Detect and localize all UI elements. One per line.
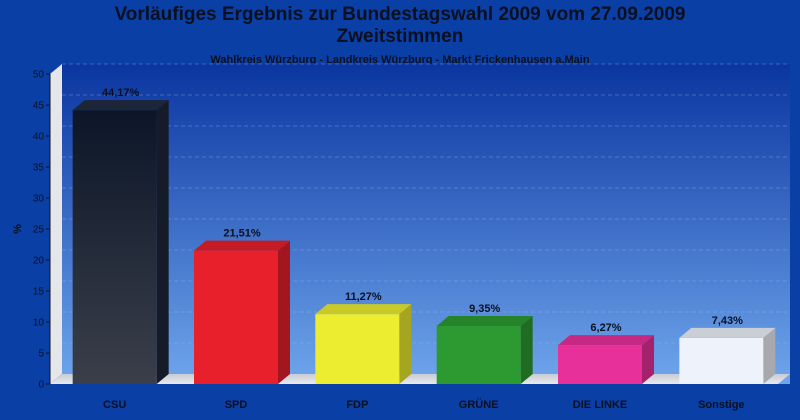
y-tick-label: 25 — [33, 225, 45, 236]
value-label-fdp: 11,27% — [345, 291, 382, 303]
bar-top-grüne — [436, 316, 533, 327]
y-axis-label: % — [12, 224, 24, 234]
value-label-grüne: 9,35% — [469, 303, 500, 315]
y-tick-label: 15 — [33, 287, 45, 298]
bar-side-grüne — [520, 316, 533, 384]
bar-side-csu — [156, 100, 169, 385]
chart-title-line1: Vorläufiges Ergebnis zur Bundestagswahl … — [114, 4, 686, 25]
y-tick-label: 50 — [33, 70, 45, 81]
bar-top-csu — [72, 100, 169, 111]
bar-top-sonstige — [679, 327, 776, 338]
y-tick-label: 10 — [33, 318, 45, 329]
value-label-spd: 21,51% — [223, 228, 261, 240]
value-label-sonstige: 7,43% — [712, 315, 743, 327]
category-label-grüne: GRÜNE — [459, 398, 499, 411]
plot-background — [62, 64, 790, 384]
y-tick-label: 35 — [33, 163, 45, 174]
bar-side-fdp — [399, 304, 412, 384]
bar-top-die-linke — [558, 335, 654, 346]
y-tick-label: 20 — [33, 256, 45, 267]
value-label-die-linke: 6,27% — [590, 322, 621, 334]
bar-side-sonstige — [763, 327, 776, 384]
category-label-sonstige: Sonstige — [698, 399, 744, 411]
chart-title: Vorläufiges Ergebnis zur Bundestagswahl … — [0, 4, 800, 48]
category-label-fdp: FDP — [346, 399, 368, 411]
category-label-spd: SPD — [225, 399, 248, 411]
y-tick-label: 0 — [38, 380, 44, 391]
bar-side-die-linke — [642, 335, 654, 384]
value-label-csu: 44,17% — [102, 87, 140, 99]
plot-left-wall — [50, 64, 62, 384]
category-label-die-linke: DIE LINKE — [573, 399, 627, 411]
y-tick-label: 45 — [33, 101, 45, 112]
bar-fdp[interactable] — [315, 314, 400, 384]
y-tick-label: 5 — [38, 349, 44, 360]
y-tick-label: 30 — [33, 194, 45, 205]
bar-top-spd — [194, 240, 290, 251]
bar-spd[interactable] — [194, 250, 278, 384]
bar-sonstige[interactable] — [679, 337, 764, 384]
bar-die-linke[interactable] — [558, 345, 642, 384]
chart-subtitle: Wahlkreis Würzburg - Landkreis Würzburg … — [210, 54, 590, 66]
bar-grüne[interactable] — [436, 326, 521, 384]
chart-title-line2: Zweitstimmen — [336, 26, 464, 47]
bar-side-spd — [278, 240, 290, 384]
y-tick-label: 40 — [33, 132, 45, 143]
category-label-csu: CSU — [103, 399, 126, 411]
bar-top-fdp — [315, 304, 412, 315]
bar-csu[interactable] — [72, 110, 157, 384]
